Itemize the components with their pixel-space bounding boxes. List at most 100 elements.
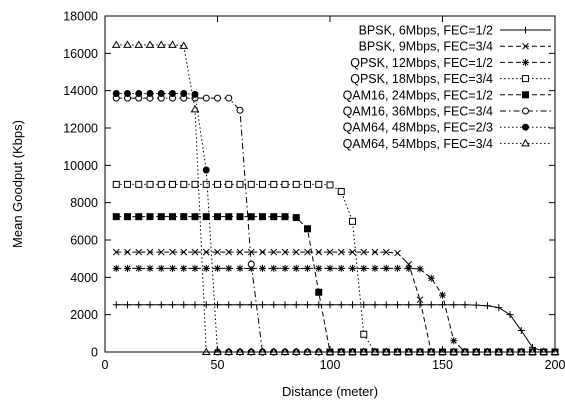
series-0-point-5 <box>169 301 176 309</box>
series-1-point-19 <box>326 248 334 256</box>
series-3-point-11 <box>236 180 244 188</box>
series-0-point-21 <box>349 301 356 309</box>
series-2-point-14 <box>270 264 278 272</box>
series-6-point-8 <box>202 166 210 174</box>
series-1-point-17 <box>304 248 311 256</box>
legend-marker-7 <box>521 138 530 147</box>
series-7-point-4 <box>156 40 166 48</box>
series-7-point-0 <box>111 40 121 48</box>
series-0-point-2 <box>135 301 143 309</box>
series-6-point-7 <box>191 90 199 98</box>
series-3-point-2 <box>135 180 143 188</box>
series-2-point-15 <box>281 264 289 272</box>
series-4 <box>112 213 559 356</box>
series-1-point-20 <box>337 248 345 256</box>
series-4-point-7 <box>191 213 199 221</box>
series-3-point-3 <box>146 180 154 188</box>
series-0-point-10 <box>225 301 233 309</box>
series-1-point-9 <box>214 248 221 256</box>
series-2-point-7 <box>191 264 199 272</box>
series-3-point-1 <box>124 180 131 188</box>
series-2-point-5 <box>169 264 176 272</box>
series-1-point-2 <box>135 248 143 256</box>
series-0-point-15 <box>281 301 289 309</box>
series-0-point-32 <box>472 301 480 309</box>
series-2-point-2 <box>135 264 143 272</box>
series-4-point-3 <box>146 213 154 221</box>
series-1-point-21 <box>349 248 356 256</box>
series-0-point-31 <box>461 301 469 309</box>
series-0-point-16 <box>292 301 300 309</box>
series-4-point-12 <box>247 213 255 221</box>
series-1-point-0 <box>112 248 120 256</box>
series-1-point-11 <box>236 248 244 256</box>
series-2-point-18 <box>315 264 323 272</box>
series-2-point-10 <box>225 264 233 272</box>
series-0-point-11 <box>236 301 244 309</box>
legend-label-3: QPSK, 18Mbps, FEC=3/4 <box>350 72 493 86</box>
series-2 <box>112 264 559 356</box>
series-0-point-4 <box>157 301 165 309</box>
x-axis-title: Distance (meter) <box>282 384 378 399</box>
series-2-point-0 <box>112 264 120 272</box>
series-3-point-16 <box>292 180 300 188</box>
series-2-point-29 <box>439 291 446 299</box>
legend-label-4: QAM16, 24Mbps, FEC=1/2 <box>343 88 493 102</box>
y-axis-title: Mean Goodput (Kbps) <box>10 120 25 248</box>
series-3-point-22 <box>360 330 368 338</box>
series-line-6 <box>116 92 555 353</box>
series-3-point-7 <box>191 180 199 188</box>
series-6-point-1 <box>124 89 131 97</box>
y-tick-label-9: 18000 <box>63 10 98 24</box>
series-2-point-16 <box>292 264 300 272</box>
legend-marker-3 <box>522 75 529 83</box>
series-2-point-17 <box>304 264 311 272</box>
series-1-point-23 <box>371 248 379 256</box>
series-2-point-28 <box>427 274 435 282</box>
series-0-point-1 <box>124 301 131 309</box>
legend-marker-6 <box>522 123 529 131</box>
y-tick-label-4: 8000 <box>70 196 98 210</box>
series-1-point-6 <box>180 248 188 256</box>
series-6-point-3 <box>146 89 154 97</box>
series-2-point-12 <box>247 264 255 272</box>
series-0-point-7 <box>191 301 199 309</box>
series-2-point-27 <box>416 265 424 273</box>
series-1-point-3 <box>146 248 154 256</box>
y-tick-label-7: 14000 <box>63 84 98 98</box>
series-2-point-30 <box>450 337 458 345</box>
legend-marker-5 <box>522 107 529 115</box>
series-3-point-6 <box>180 180 188 188</box>
series-0-point-13 <box>259 301 266 309</box>
legend-label-1: BPSK, 9Mbps, FEC=3/4 <box>359 40 493 54</box>
legend-label-5: QAM16, 36Mbps, FEC=3/4 <box>343 105 493 119</box>
y-tick-label-0: 0 <box>91 346 98 360</box>
series-0-point-14 <box>270 301 278 309</box>
series-1-point-1 <box>124 248 131 256</box>
series-1-point-15 <box>281 248 289 256</box>
series-0-point-0 <box>112 301 120 309</box>
series-7-point-6 <box>179 41 189 49</box>
series-4-point-1 <box>124 213 131 221</box>
series-1-point-14 <box>270 248 278 256</box>
series-3-point-20 <box>337 187 345 195</box>
series-1-point-13 <box>259 248 266 256</box>
series-4-point-14 <box>270 213 278 221</box>
series-4-point-10 <box>225 213 233 221</box>
series-2-point-22 <box>360 264 368 272</box>
series-0-point-17 <box>304 301 311 309</box>
series-1-point-12 <box>247 248 255 256</box>
series-3-point-5 <box>169 180 176 188</box>
series-5-point-11 <box>236 106 244 114</box>
series-4-point-4 <box>157 213 165 221</box>
series-6-point-0 <box>112 89 120 97</box>
series-4-point-17 <box>304 225 311 233</box>
series-4-point-18 <box>315 288 323 296</box>
series-5-point-10 <box>225 94 233 102</box>
series-4-point-8 <box>202 213 210 221</box>
axis-ticks: 0200040006000800010000120001400016000180… <box>63 10 565 373</box>
series-2-point-25 <box>394 264 401 272</box>
series-2-point-13 <box>259 264 266 272</box>
x-tick-label-3: 150 <box>432 358 453 372</box>
series-2-point-19 <box>326 264 334 272</box>
